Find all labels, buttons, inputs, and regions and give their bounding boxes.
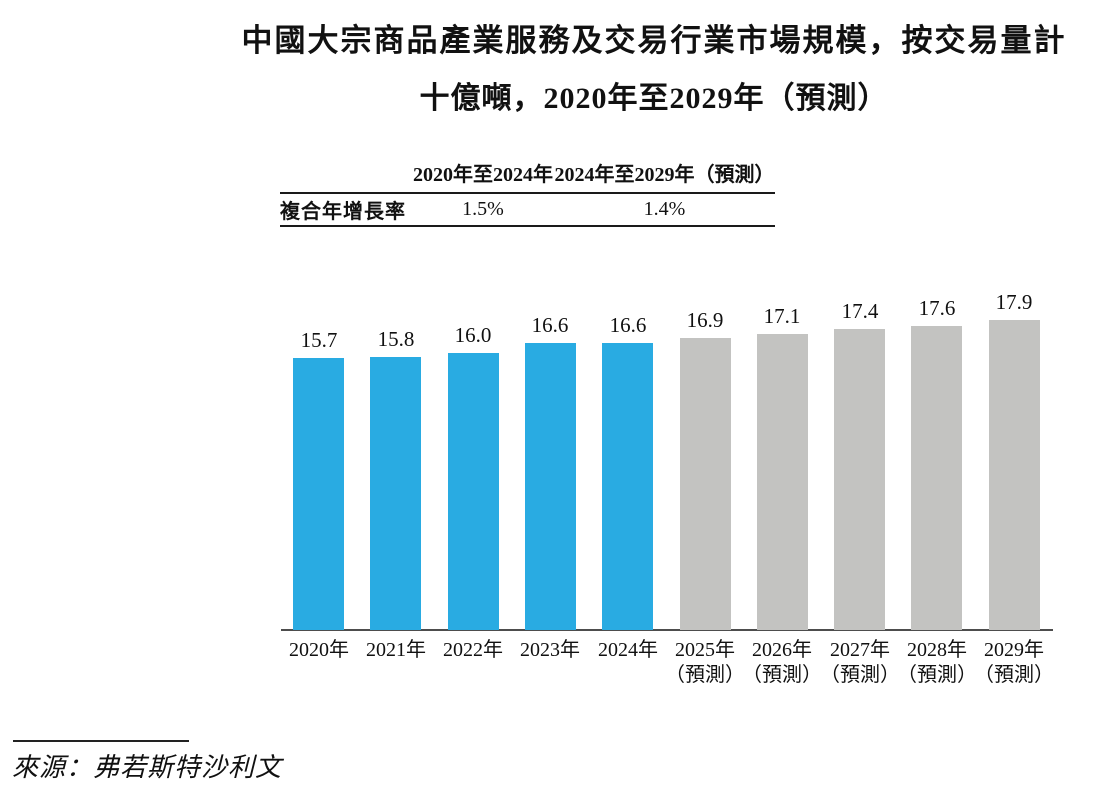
x-axis-label-forecast-note: （預測） [820, 664, 900, 686]
bar-2027年 [834, 329, 885, 630]
cagr-period-2-header: 2024年至2029年（預測） [554, 164, 775, 186]
cagr-value-period-1: 1.5% [462, 198, 504, 220]
cagr-value-row: 複合年增長率 1.5% 1.4% [280, 194, 775, 227]
x-axis-label: 2026年 （預測） [742, 638, 822, 688]
bar-value-label: 16.9 [686, 308, 724, 332]
bar-2022年 [448, 353, 499, 630]
x-axis-label: 2021年 [366, 638, 426, 663]
bar-2024年 [602, 343, 653, 630]
x-axis-label: 2020年 [289, 638, 349, 663]
bar-2029年 [989, 320, 1040, 630]
x-axis-label-year: 2023年 [520, 639, 580, 661]
chart-title: 中國大宗商品產業服務及交易行業市場規模，按交易量計 [241, 23, 1067, 58]
bar-2023年 [525, 343, 576, 630]
bar-2020年 [293, 358, 344, 630]
bar-2026年 [757, 334, 808, 630]
chart-title-block: 中國大宗商品產業服務及交易行業市場規模，按交易量計 十億噸，2020年至2029… [210, 22, 1098, 117]
bar-value-label: 15.8 [377, 327, 415, 351]
cagr-row-label: 複合年增長率 [280, 201, 406, 223]
x-axis-label: 2029年 （預測） [974, 638, 1054, 688]
x-axis-label-year: 2024年 [598, 639, 658, 661]
cagr-value-period-2: 1.4% [643, 198, 686, 220]
chart-subtitle: 十億噸，2020年至2029年（預測） [419, 81, 889, 115]
bar-2025年 [680, 338, 731, 630]
bar-value-label: 17.6 [918, 296, 956, 320]
x-axis-label-year: 2025年 [675, 639, 735, 661]
x-axis-label-year: 2020年 [289, 639, 349, 661]
x-axis-label: 2022年 [443, 638, 503, 663]
bar-value-label: 16.0 [454, 323, 492, 347]
x-axis-label-year: 2027年 [830, 639, 890, 661]
source-divider [13, 740, 189, 742]
x-axis-label: 2028年 （預測） [897, 638, 977, 688]
cagr-period-1-header: 2020年至2024年 [413, 164, 553, 186]
x-axis-label-year: 2022年 [443, 639, 503, 661]
x-axis-label-year: 2028年 [907, 639, 967, 661]
x-axis-label-forecast-note: （預測） [897, 664, 977, 686]
x-axis-label: 2027年 （預測） [820, 638, 900, 688]
x-axis-line [281, 629, 1053, 631]
x-axis-label: 2024年 [598, 638, 658, 663]
cagr-table: 2020年至2024年 2024年至2029年（預測） 複合年增長率 1.5% … [280, 158, 775, 227]
bar-value-label: 15.7 [300, 328, 338, 352]
bar-2021年 [370, 357, 421, 630]
x-axis-label: 2023年 [520, 638, 580, 663]
bar-2028年 [911, 326, 962, 630]
bar-value-label: 17.4 [841, 299, 879, 323]
x-axis-label-forecast-note: （預測） [665, 664, 745, 686]
bar-value-label: 17.1 [763, 304, 801, 328]
bar-value-label: 16.6 [531, 313, 569, 337]
x-axis-label-year: 2021年 [366, 639, 426, 661]
source-note: 來源：弗若斯特沙利文 [12, 753, 283, 782]
x-axis-label-forecast-note: （預測） [974, 664, 1054, 686]
x-axis-label-year: 2029年 [984, 639, 1044, 661]
x-axis-label-year: 2026年 [752, 639, 812, 661]
bar-value-label: 17.9 [995, 290, 1033, 314]
cagr-header-row: 2020年至2024年 2024年至2029年（預測） [280, 158, 775, 194]
x-axis-label: 2025年 （預測） [665, 638, 745, 688]
x-axis-label-forecast-note: （預測） [742, 664, 822, 686]
bar-value-label: 16.6 [609, 313, 647, 337]
